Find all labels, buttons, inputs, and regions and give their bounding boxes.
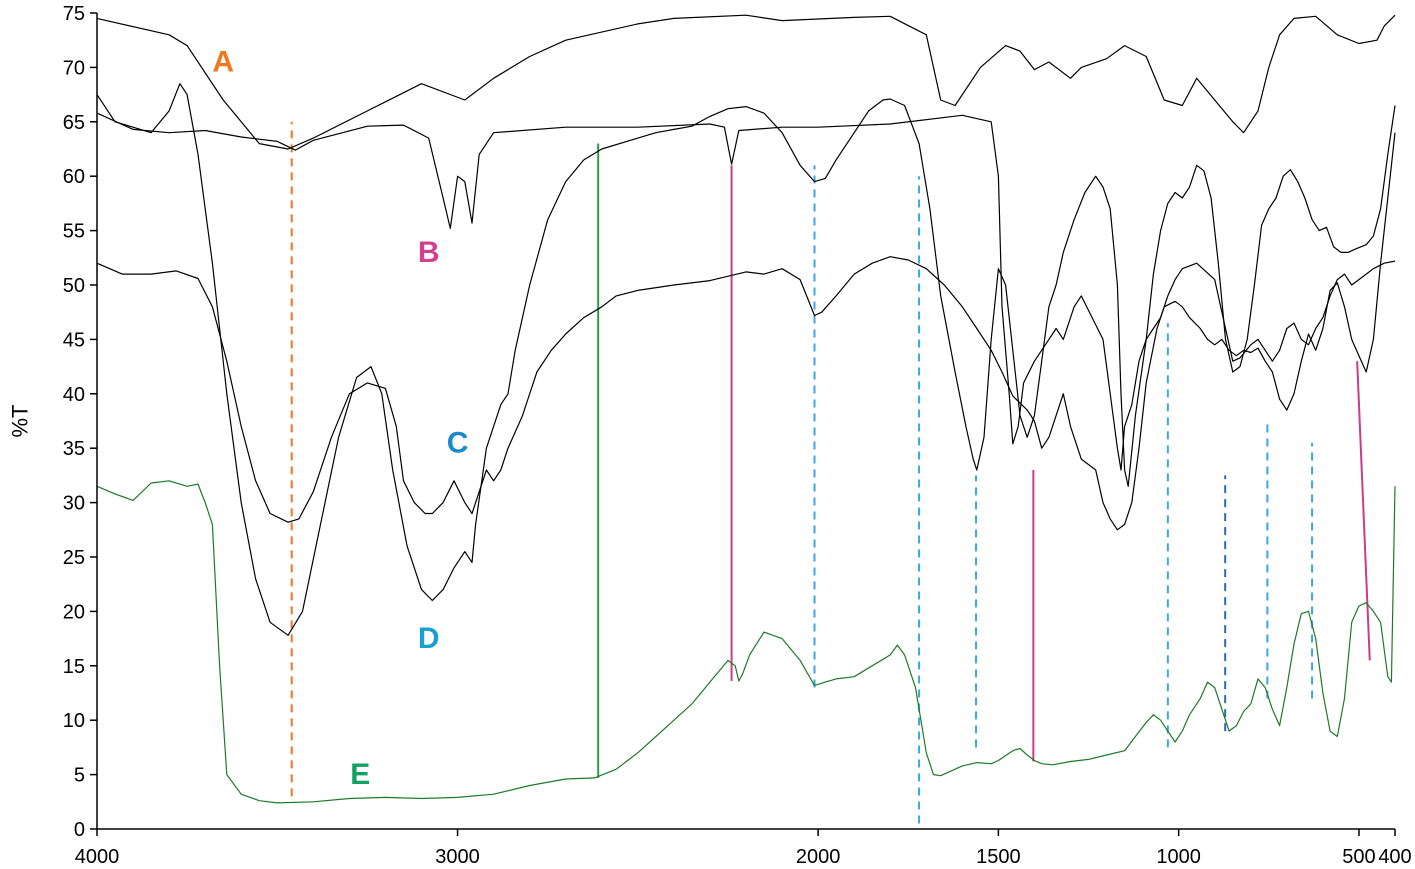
y-axis-title: %T	[8, 405, 33, 438]
y-tick-label: 40	[63, 384, 85, 406]
x-tick-label: 400	[1378, 846, 1411, 868]
y-tick-label: 50	[63, 275, 85, 297]
reference-line	[1356, 361, 1371, 661]
y-axis-ticks: 0 5 10 15 20 25 30 35 40 45 50 55 60 65 70 75	[63, 3, 97, 841]
series-label-c: C	[447, 426, 469, 459]
x-tick-label: 1000	[1156, 846, 1201, 868]
y-tick-label: 5	[74, 765, 85, 787]
y-tick-label: 10	[63, 710, 85, 732]
x-tick-label: 1500	[976, 846, 1021, 868]
y-tick-label: 65	[63, 112, 85, 134]
y-tick-label: 15	[63, 656, 85, 678]
y-tick-label: 35	[63, 438, 85, 460]
series-label-e: E	[350, 758, 370, 791]
x-tick-label: 3000	[435, 846, 480, 868]
y-tick-label: 70	[63, 57, 85, 79]
y-tick-label: 75	[63, 3, 85, 25]
series-label-b: B	[418, 236, 440, 269]
y-tick-label: 55	[63, 221, 85, 243]
x-tick-label: 4000	[75, 846, 120, 868]
y-tick-label: 25	[63, 547, 85, 569]
y-tick-label: 0	[74, 819, 85, 841]
y-tick-label: 60	[63, 166, 85, 188]
x-tick-label: 2000	[796, 846, 841, 868]
spectrum-e-line	[96, 480, 1396, 804]
spectrum-c-line	[96, 132, 1396, 531]
y-tick-label: 30	[63, 493, 85, 515]
spectrum-b-line	[96, 112, 1396, 471]
reference-lines	[290, 121, 1371, 824]
spectrum-d-line	[96, 83, 1396, 636]
x-axis-ticks: 4000 3000 2000 1500 1000 500 400	[75, 829, 1412, 868]
spectra-series	[96, 14, 1396, 804]
series-label-d: D	[418, 622, 440, 655]
series-labels: A B C D E	[212, 45, 468, 791]
x-tick-label: 500	[1342, 846, 1375, 868]
spectrum-a-line	[96, 14, 1396, 150]
y-tick-label: 45	[63, 329, 85, 351]
y-tick-label: 20	[63, 601, 85, 623]
series-label-a: A	[212, 45, 234, 78]
